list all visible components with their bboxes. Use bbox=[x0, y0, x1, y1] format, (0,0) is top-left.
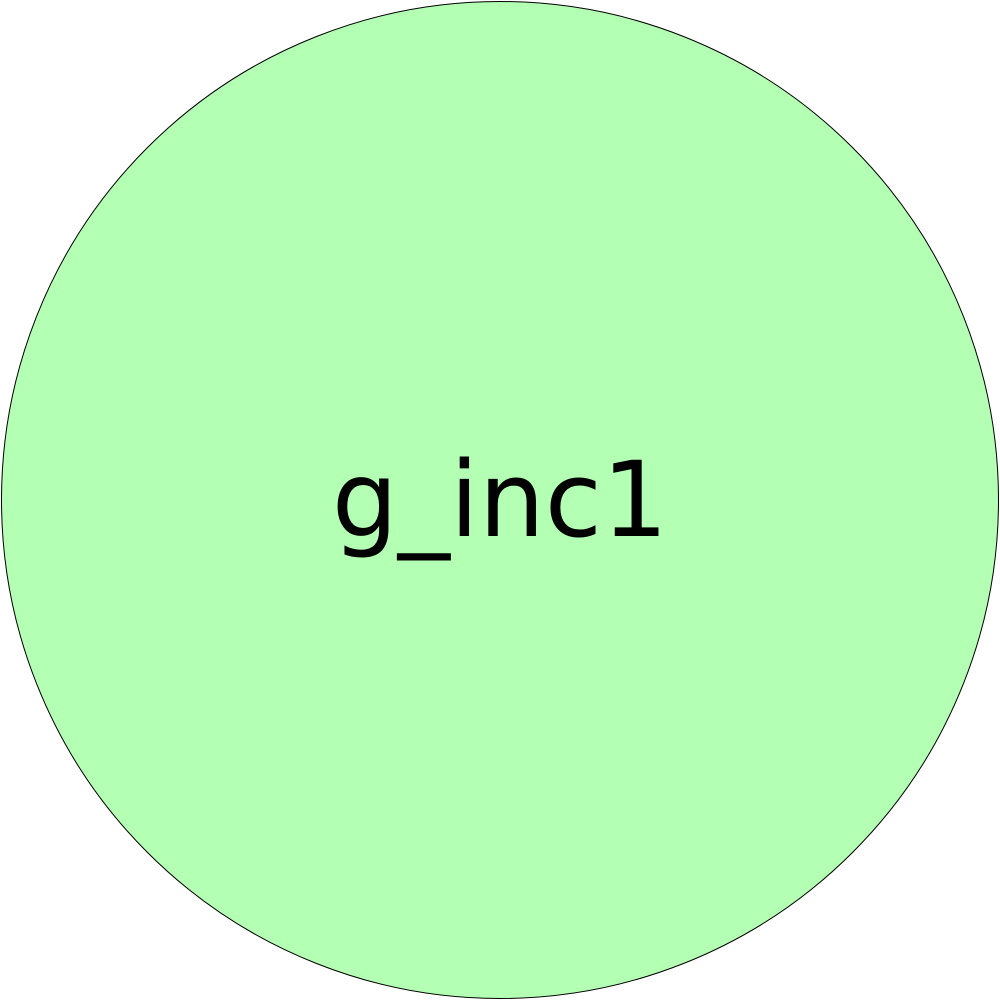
node-label: g_inc1 bbox=[331, 439, 669, 561]
